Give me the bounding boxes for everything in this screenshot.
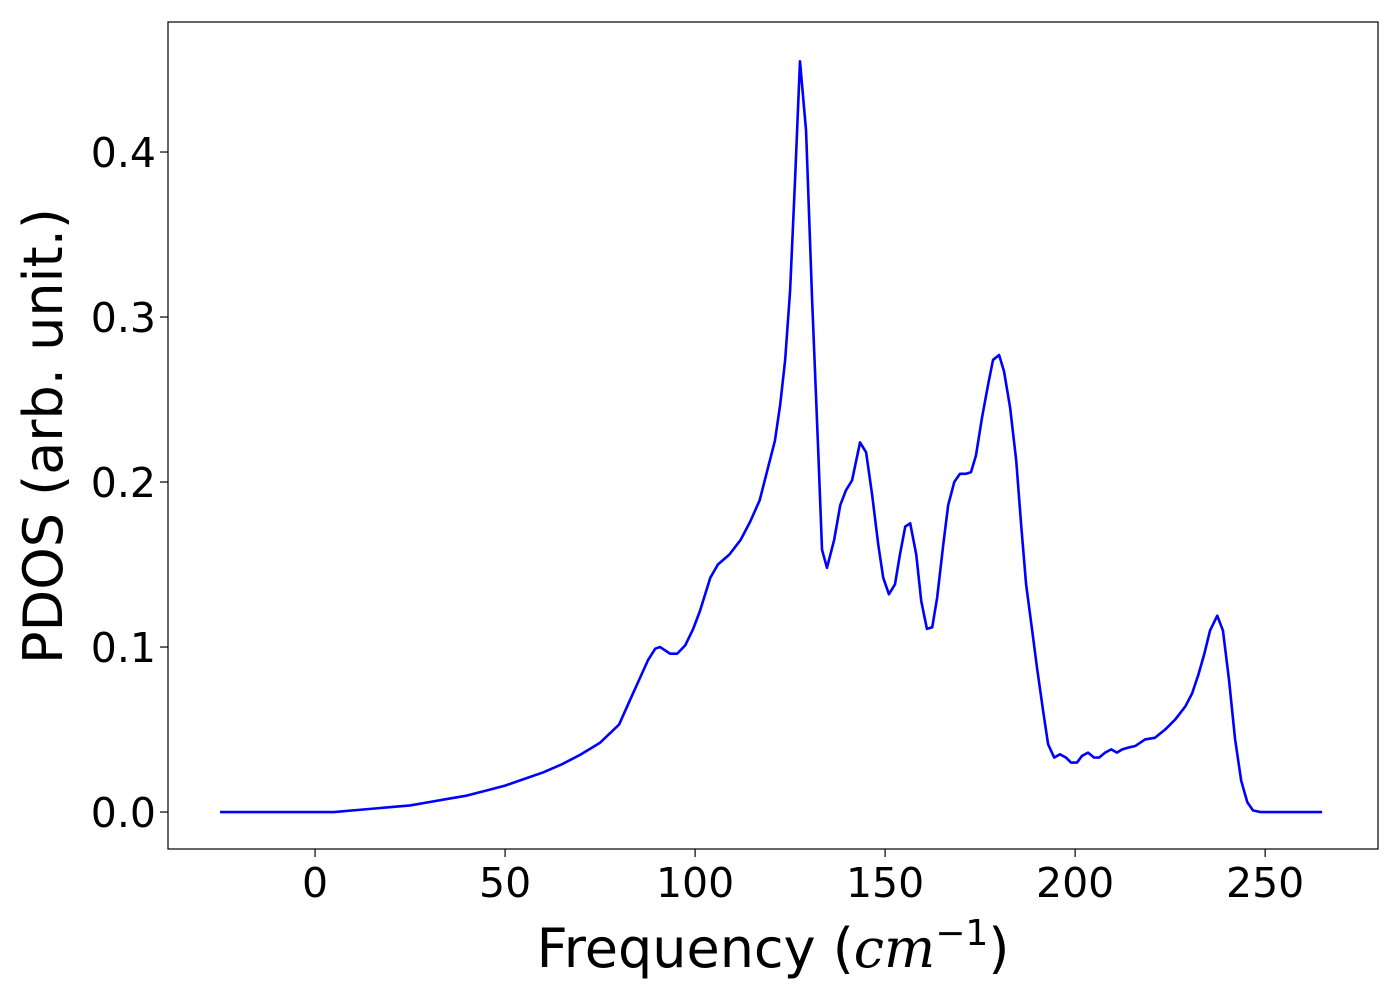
x-tick-label: 100 xyxy=(656,859,734,907)
x-tick-label: 150 xyxy=(846,859,924,907)
data-line xyxy=(220,59,1323,814)
y-tick-label: 0.4 xyxy=(91,129,156,177)
y-tick-label: 0.2 xyxy=(91,459,156,507)
x-label-sup: −1 xyxy=(935,913,988,954)
y-tick-label: 0.1 xyxy=(91,624,156,672)
x-tick-label: 0 xyxy=(302,859,328,907)
x-label-text: ) xyxy=(988,917,1009,980)
x-label-text: Frequency ( xyxy=(537,917,854,980)
x-axis-label: Frequency (cm−1) xyxy=(537,913,1010,980)
x-tick-label: 200 xyxy=(1036,859,1114,907)
x-tick-label: 50 xyxy=(479,859,531,907)
y-axis-label: PDOS (arb. unit.) xyxy=(12,208,75,664)
x-tick-label: 250 xyxy=(1226,859,1304,907)
y-tick-label: 0.0 xyxy=(91,789,156,837)
y-tick-label: 0.3 xyxy=(91,294,156,342)
plot-frame xyxy=(167,21,1379,850)
x-label-math: cm xyxy=(854,917,935,980)
